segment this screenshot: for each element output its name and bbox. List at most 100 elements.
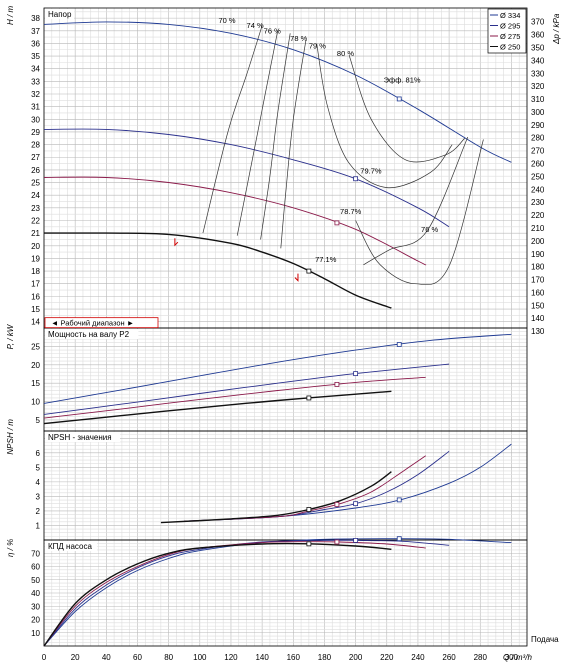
panel-title-head: Напор — [48, 10, 72, 19]
x-axis-label: Q / m³/h — [503, 653, 532, 662]
operating-point-marker — [353, 537, 359, 543]
y-tick-label-right: 270 — [531, 147, 545, 156]
efficiency-label: 70 % — [219, 16, 236, 25]
iso-efficiency-loop — [363, 136, 469, 266]
range-end-marker — [294, 273, 299, 282]
eff-curve-1 — [43, 539, 450, 647]
y-tick-label: 16 — [31, 292, 40, 301]
y-tick-label: 70 — [31, 549, 40, 558]
efficiency-label: 79 % — [309, 41, 326, 50]
range-start-marker — [174, 238, 179, 247]
operating-point-marker — [396, 342, 402, 347]
x-tick-label: 160 — [287, 653, 301, 662]
y-tick-label: 60 — [31, 563, 40, 572]
y-tick-label: 1 — [36, 521, 41, 530]
x-tick-label: 100 — [193, 653, 207, 662]
operating-point-marker — [306, 395, 312, 401]
y-tick-label: 32 — [31, 90, 40, 99]
y-tick-label: 2 — [36, 507, 41, 516]
panel-title-npsh: NPSH - значения — [48, 433, 112, 442]
y-tick-label-right: 310 — [531, 95, 545, 104]
y-tick-label: 14 — [31, 318, 40, 327]
y-tick-label-right: 220 — [531, 211, 545, 220]
y-tick-label: 36 — [31, 39, 40, 48]
eff-curve-3 — [43, 542, 392, 647]
operating-point-marker — [353, 371, 359, 377]
x-tick-label: 180 — [318, 653, 332, 662]
y-tick-label: 24 — [31, 191, 40, 200]
operating-point-marker — [353, 501, 359, 507]
x-tick-label: 140 — [255, 653, 269, 662]
y-tick-label: 34 — [31, 65, 40, 74]
iso-efficiency-line — [202, 25, 263, 234]
x-tick-label: 280 — [474, 653, 488, 662]
operating-point-marker — [306, 541, 312, 547]
y-tick-label: 5 — [36, 416, 41, 425]
panel-title-bg — [45, 432, 120, 442]
legend-label: Ø 334 — [500, 11, 520, 20]
y-tick-label-right: 290 — [531, 121, 545, 130]
y-tick-label-right: 300 — [531, 108, 545, 117]
y-tick-label: 22 — [31, 216, 40, 225]
legend-box — [487, 8, 527, 54]
x-tick-label: 260 — [442, 653, 456, 662]
y-tick-label: 19 — [31, 254, 40, 263]
power-curve-0 — [43, 333, 512, 404]
y-tick-label: 25 — [31, 342, 40, 351]
y-tick-label: 38 — [31, 14, 40, 23]
efficiency-label: 74 % — [247, 21, 264, 30]
operating-point-marker — [353, 176, 359, 182]
x-axis-caption: Подача — [531, 635, 559, 644]
y-tick-label: 5 — [36, 463, 41, 472]
panel-title-eff: КПД насоса — [48, 542, 92, 551]
y-tick-label: 18 — [31, 267, 40, 276]
power-curve-2 — [43, 376, 426, 419]
x-tick-label: 80 — [164, 653, 173, 662]
efficiency-label: 76 % — [421, 225, 438, 234]
y-tick-label: 31 — [31, 103, 40, 112]
y-tick-label-right: 150 — [531, 301, 545, 310]
head-curve-1 — [43, 128, 450, 228]
operating-point-marker — [306, 507, 312, 512]
y-tick-label: 30 — [31, 602, 40, 611]
y-tick-label: 25 — [31, 179, 40, 188]
x-tick-label: 300 — [505, 653, 519, 662]
x-tick-label: 20 — [71, 653, 80, 662]
y-tick-label: 20 — [31, 242, 40, 251]
y-tick-label-right: 320 — [531, 82, 545, 91]
head-curve-2 — [43, 176, 427, 266]
efficiency-label: 80 % — [337, 49, 354, 58]
iso-efficiency-loop — [355, 139, 484, 286]
panel-frames — [43, 7, 528, 647]
y-tick-label: 6 — [36, 449, 41, 458]
iso-efficiency-loop — [349, 55, 465, 163]
y-axis-label-npsh: NPSH / m — [6, 419, 15, 455]
eff-curve-0 — [43, 538, 512, 647]
power-curve-3 — [43, 390, 392, 425]
y-tick-label: 37 — [31, 27, 40, 36]
operating-point-marker — [396, 497, 402, 503]
y-tick-label-right: 340 — [531, 56, 545, 65]
x-tick-label: 220 — [380, 653, 394, 662]
y-tick-label: 4 — [36, 478, 41, 487]
y-tick-label-right: 170 — [531, 276, 545, 285]
panel-frame-eff — [43, 539, 528, 647]
efficiency-label: 76 % — [264, 26, 281, 35]
y-tick-label: 20 — [31, 361, 40, 370]
y-tick-label: 40 — [31, 589, 40, 598]
panel-title-bg — [45, 541, 97, 551]
y-tick-label-right: 240 — [531, 185, 545, 194]
iso-efficiency-line — [280, 40, 307, 249]
labels: Напор Мощность на валу P2 NPSH - значения К… — [6, 6, 561, 662]
y-tick-label: 28 — [31, 141, 40, 150]
y-tick-label-right: 130 — [531, 327, 545, 336]
y-tick-label: 21 — [31, 229, 40, 238]
efficiency-label: 79.7% — [360, 167, 382, 176]
y-tick-label-right: 250 — [531, 172, 545, 181]
y-axis-label-eff: η / % — [6, 539, 15, 557]
iso-efficiency-line — [260, 33, 291, 240]
operating-range-box — [44, 317, 159, 329]
x-tick-label: 60 — [133, 653, 142, 662]
y-tick-label-right: 180 — [531, 263, 545, 272]
